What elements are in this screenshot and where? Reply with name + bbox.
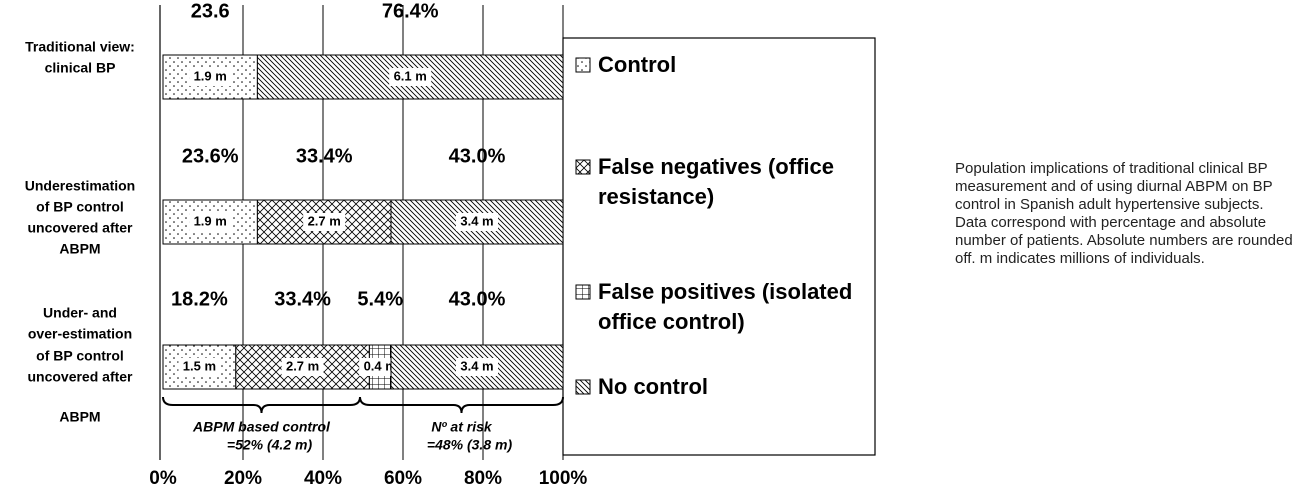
- y-tick-label: ABPM: [59, 409, 100, 425]
- count-label: 1.9 m: [194, 213, 227, 228]
- count-label: 1.5 m: [183, 358, 216, 373]
- count-label-bg: [456, 213, 498, 231]
- count-label: 1.9 m: [194, 68, 227, 83]
- annotation: Nº at risk: [431, 419, 493, 435]
- legend-label: False negatives (office resistance): [598, 154, 834, 209]
- y-tick-label: of BP control: [36, 199, 124, 215]
- legend-swatch: [575, 57, 591, 73]
- caption: Population implications of traditional c…: [955, 160, 1293, 267]
- legend-label: False positives (isolated office control…: [598, 279, 853, 334]
- brace: [162, 396, 361, 414]
- x-tick-label: 0%: [149, 468, 177, 489]
- legend-label: No control: [598, 374, 708, 399]
- value-label: 76.4%: [382, 0, 439, 22]
- brace: [359, 396, 564, 414]
- x-tick-label: 60%: [384, 468, 422, 489]
- bar-segment: [162, 54, 258, 100]
- count-label: 3.4 m: [460, 358, 493, 373]
- count-label: 0.4 m: [364, 358, 397, 373]
- count-label-bg: [456, 358, 498, 376]
- count-label: 2.7 m: [286, 358, 319, 373]
- count-label: 6.1 m: [394, 68, 427, 83]
- value-label: 33.4%: [274, 288, 331, 310]
- x-tick-label: 100%: [539, 468, 588, 489]
- value-label: 33.4%: [296, 145, 353, 167]
- count-label-bg: [189, 68, 232, 86]
- y-tick-label: ABPM: [59, 241, 100, 257]
- legend-swatch: [575, 379, 591, 395]
- y-tick-label: clinical BP: [45, 60, 116, 76]
- x-tick-label: 20%: [224, 468, 262, 489]
- y-tick-label: Underestimation: [25, 178, 135, 194]
- y-tick-label: Traditional view:: [25, 39, 135, 55]
- annotation: =48% (3.8 m): [427, 437, 513, 453]
- count-label-bg: [281, 358, 324, 376]
- value-label: 43.0%: [449, 145, 506, 167]
- count-label-bg: [178, 358, 221, 376]
- count-label-bg: [389, 68, 432, 86]
- x-tick-label: 40%: [304, 468, 342, 489]
- legend-label: Control: [598, 52, 677, 77]
- y-tick-label: Under- and: [43, 305, 117, 321]
- value-label: 18.2%: [171, 288, 228, 310]
- count-label: 2.7 m: [308, 213, 341, 228]
- value-label: 5.4%: [357, 288, 403, 310]
- count-label-bg: [303, 213, 346, 231]
- count-label-bg: [189, 213, 232, 231]
- value-label: 23.6: [191, 0, 230, 22]
- y-tick-label: uncovered after: [27, 369, 133, 385]
- annotation: ABPM based control: [192, 419, 331, 435]
- value-label: 43.0%: [449, 288, 506, 310]
- y-tick-label: over-estimation: [28, 326, 132, 342]
- annotation: =52% (4.2 m): [227, 437, 313, 453]
- count-label: 3.4 m: [460, 213, 493, 228]
- legend-swatch: [575, 284, 591, 300]
- x-tick-label: 80%: [464, 468, 502, 489]
- y-tick-label: uncovered after: [27, 220, 133, 236]
- y-tick-label: of BP control: [36, 348, 124, 364]
- legend-swatch: [575, 159, 591, 175]
- value-label: 23.6%: [182, 145, 239, 167]
